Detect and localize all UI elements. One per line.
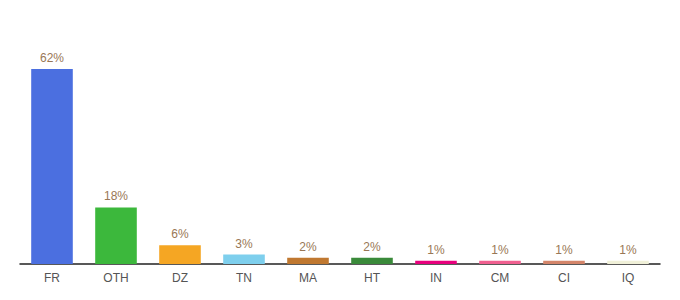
svg-text:6%: 6% xyxy=(171,227,189,241)
svg-text:1%: 1% xyxy=(619,243,637,257)
svg-text:MA: MA xyxy=(299,271,317,285)
svg-text:1%: 1% xyxy=(491,243,509,257)
svg-text:CM: CM xyxy=(491,271,510,285)
svg-text:2%: 2% xyxy=(299,240,317,254)
svg-text:DZ: DZ xyxy=(172,271,188,285)
svg-text:1%: 1% xyxy=(555,243,573,257)
svg-text:62%: 62% xyxy=(40,51,64,65)
svg-text:1%: 1% xyxy=(427,243,445,257)
svg-text:TN: TN xyxy=(236,271,252,285)
svg-text:2%: 2% xyxy=(363,240,381,254)
svg-text:18%: 18% xyxy=(104,189,128,203)
svg-text:IN: IN xyxy=(430,271,442,285)
svg-text:3%: 3% xyxy=(235,237,253,251)
svg-text:FR: FR xyxy=(44,271,60,285)
svg-text:HT: HT xyxy=(364,271,381,285)
svg-text:IQ: IQ xyxy=(622,271,635,285)
svg-text:OTH: OTH xyxy=(103,271,128,285)
svg-text:CI: CI xyxy=(558,271,570,285)
